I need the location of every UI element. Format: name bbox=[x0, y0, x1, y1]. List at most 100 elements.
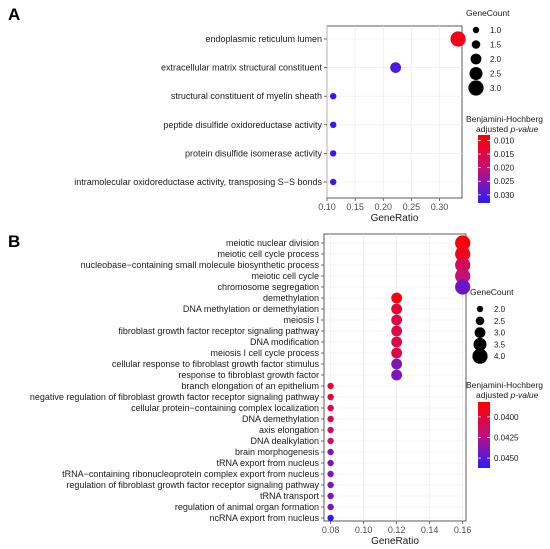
data-point bbox=[391, 358, 403, 370]
data-point bbox=[327, 393, 334, 401]
data-point bbox=[391, 336, 403, 348]
data-point bbox=[327, 404, 334, 412]
size-legend-label: 2.5 bbox=[490, 70, 502, 79]
panel-a-chart: endoplasmic reticulum lumen extracellular… bbox=[74, 8, 543, 224]
size-legend-dot bbox=[469, 67, 483, 80]
category-label: regulation of animal organ formation bbox=[175, 502, 319, 512]
size-legend-label: 3.0 bbox=[490, 84, 502, 93]
data-point bbox=[391, 347, 403, 359]
data-point bbox=[391, 292, 403, 304]
x-axis-title: GeneRatio bbox=[371, 536, 419, 547]
category-label: demethylation bbox=[263, 293, 319, 303]
size-legend-title: GeneCount bbox=[466, 8, 510, 18]
category-label: nucleobase−containing small molecule bio… bbox=[81, 260, 320, 270]
data-point bbox=[327, 514, 334, 522]
x-tick-label: 0.30 bbox=[431, 202, 449, 212]
size-legend-label: 1.5 bbox=[490, 41, 502, 50]
x-tick-label: 0.20 bbox=[374, 202, 392, 212]
category-label: structural constituent of myelin sheath bbox=[171, 91, 322, 101]
category-label: DNA demethylation bbox=[242, 414, 319, 424]
color-bar-label: 0.015 bbox=[494, 150, 515, 159]
data-point bbox=[391, 325, 403, 337]
data-point bbox=[390, 62, 402, 73]
category-label: tRNA export from nucleus bbox=[216, 458, 319, 468]
category-label: meiosis I bbox=[283, 315, 319, 325]
color-legend-italic: p-value bbox=[510, 390, 539, 400]
data-point bbox=[327, 470, 334, 478]
panel-letter-b: B bbox=[8, 232, 20, 251]
size-legend-label: 3.5 bbox=[494, 340, 506, 349]
category-label: branch elongation of an epithelium bbox=[181, 381, 319, 391]
category-label: tRNA transport bbox=[260, 491, 320, 501]
category-label: DNA modification bbox=[250, 337, 319, 347]
data-point bbox=[455, 279, 471, 295]
data-point bbox=[329, 121, 337, 128]
category-label: peptide disulfide oxidoreductase activit… bbox=[163, 120, 322, 130]
data-point bbox=[329, 93, 337, 100]
category-label: regulation of fibroblast growth factor r… bbox=[66, 480, 319, 490]
size-legend-label: 3.0 bbox=[494, 329, 506, 338]
size-legend-dot bbox=[473, 337, 487, 351]
data-point bbox=[391, 303, 403, 315]
size-legend-title: GeneCount bbox=[470, 287, 514, 297]
color-bar bbox=[478, 402, 490, 468]
category-label: ncRNA export from nucleus bbox=[209, 513, 319, 523]
size-legend-dot bbox=[475, 316, 485, 326]
panel-letter-a: A bbox=[8, 5, 20, 24]
color-legend-italic: p-value bbox=[510, 124, 539, 134]
color-legend-title: Benjamini-Hochberg bbox=[466, 114, 543, 124]
plot-frame bbox=[326, 25, 463, 199]
category-label: chromosome segregation bbox=[217, 282, 319, 292]
x-tick-label: 0.12 bbox=[388, 525, 406, 535]
data-point bbox=[455, 235, 471, 251]
size-legend-dot bbox=[472, 348, 488, 364]
category-label: extracellular matrix structural constitu… bbox=[161, 63, 323, 73]
category-label: intramolecular oxidoreductase activity, … bbox=[74, 177, 322, 187]
category-label: endoplasmic reticulum lumen bbox=[205, 34, 322, 44]
size-legend-label: 1.0 bbox=[490, 26, 502, 35]
color-bar-label: 0.030 bbox=[494, 191, 515, 200]
color-bar-label: 0.0400 bbox=[494, 413, 519, 422]
size-legend-label: 2.0 bbox=[490, 55, 502, 64]
category-label: brain morphogenesis bbox=[235, 447, 320, 457]
category-label: DNA dealkylation bbox=[250, 436, 319, 446]
size-legend-dot bbox=[468, 80, 484, 96]
category-label: meiosis I cell cycle process bbox=[210, 348, 319, 358]
category-label: cellular protein−containing complex loca… bbox=[131, 403, 319, 413]
color-legend-subtitle: adjusted p-value bbox=[476, 124, 539, 134]
size-legend-dot bbox=[472, 26, 480, 34]
x-tick-label: 0.16 bbox=[454, 525, 472, 535]
size-legend-label: 4.0 bbox=[494, 352, 506, 361]
color-bar-label: 0.0450 bbox=[494, 454, 519, 463]
x-tick-label: 0.15 bbox=[346, 202, 364, 212]
color-bar bbox=[478, 135, 490, 203]
category-label: tRNA−containing ribonucleoprotein comple… bbox=[62, 469, 319, 479]
data-point bbox=[327, 437, 334, 445]
x-axis-title: GeneRatio bbox=[371, 213, 419, 224]
size-legend-label: 2.0 bbox=[494, 305, 506, 314]
category-label: meiotic cell cycle process bbox=[217, 249, 319, 259]
size-legend-dot bbox=[474, 327, 486, 338]
color-legend-title: Benjamini-Hochberg bbox=[466, 380, 543, 390]
category-label: cellular response to fibroblast growth f… bbox=[112, 359, 320, 369]
data-point bbox=[327, 481, 334, 489]
data-point bbox=[327, 459, 334, 467]
data-point bbox=[391, 314, 403, 326]
x-tick-label: 0.14 bbox=[421, 525, 439, 535]
color-bar-label: 0.010 bbox=[494, 136, 515, 145]
data-point bbox=[455, 246, 471, 262]
data-point bbox=[391, 369, 403, 381]
category-label: meiotic cell cycle bbox=[251, 271, 319, 281]
data-point bbox=[329, 150, 337, 157]
size-legend-label: 2.5 bbox=[494, 317, 506, 326]
data-point bbox=[327, 415, 334, 423]
data-point bbox=[327, 503, 334, 511]
size-legend-dot bbox=[470, 53, 482, 65]
category-label: axis elongation bbox=[259, 425, 319, 435]
category-label: meiotic nuclear division bbox=[226, 238, 319, 248]
data-point bbox=[329, 178, 337, 186]
x-tick-label: 0.08 bbox=[322, 525, 340, 535]
data-point bbox=[450, 31, 466, 47]
